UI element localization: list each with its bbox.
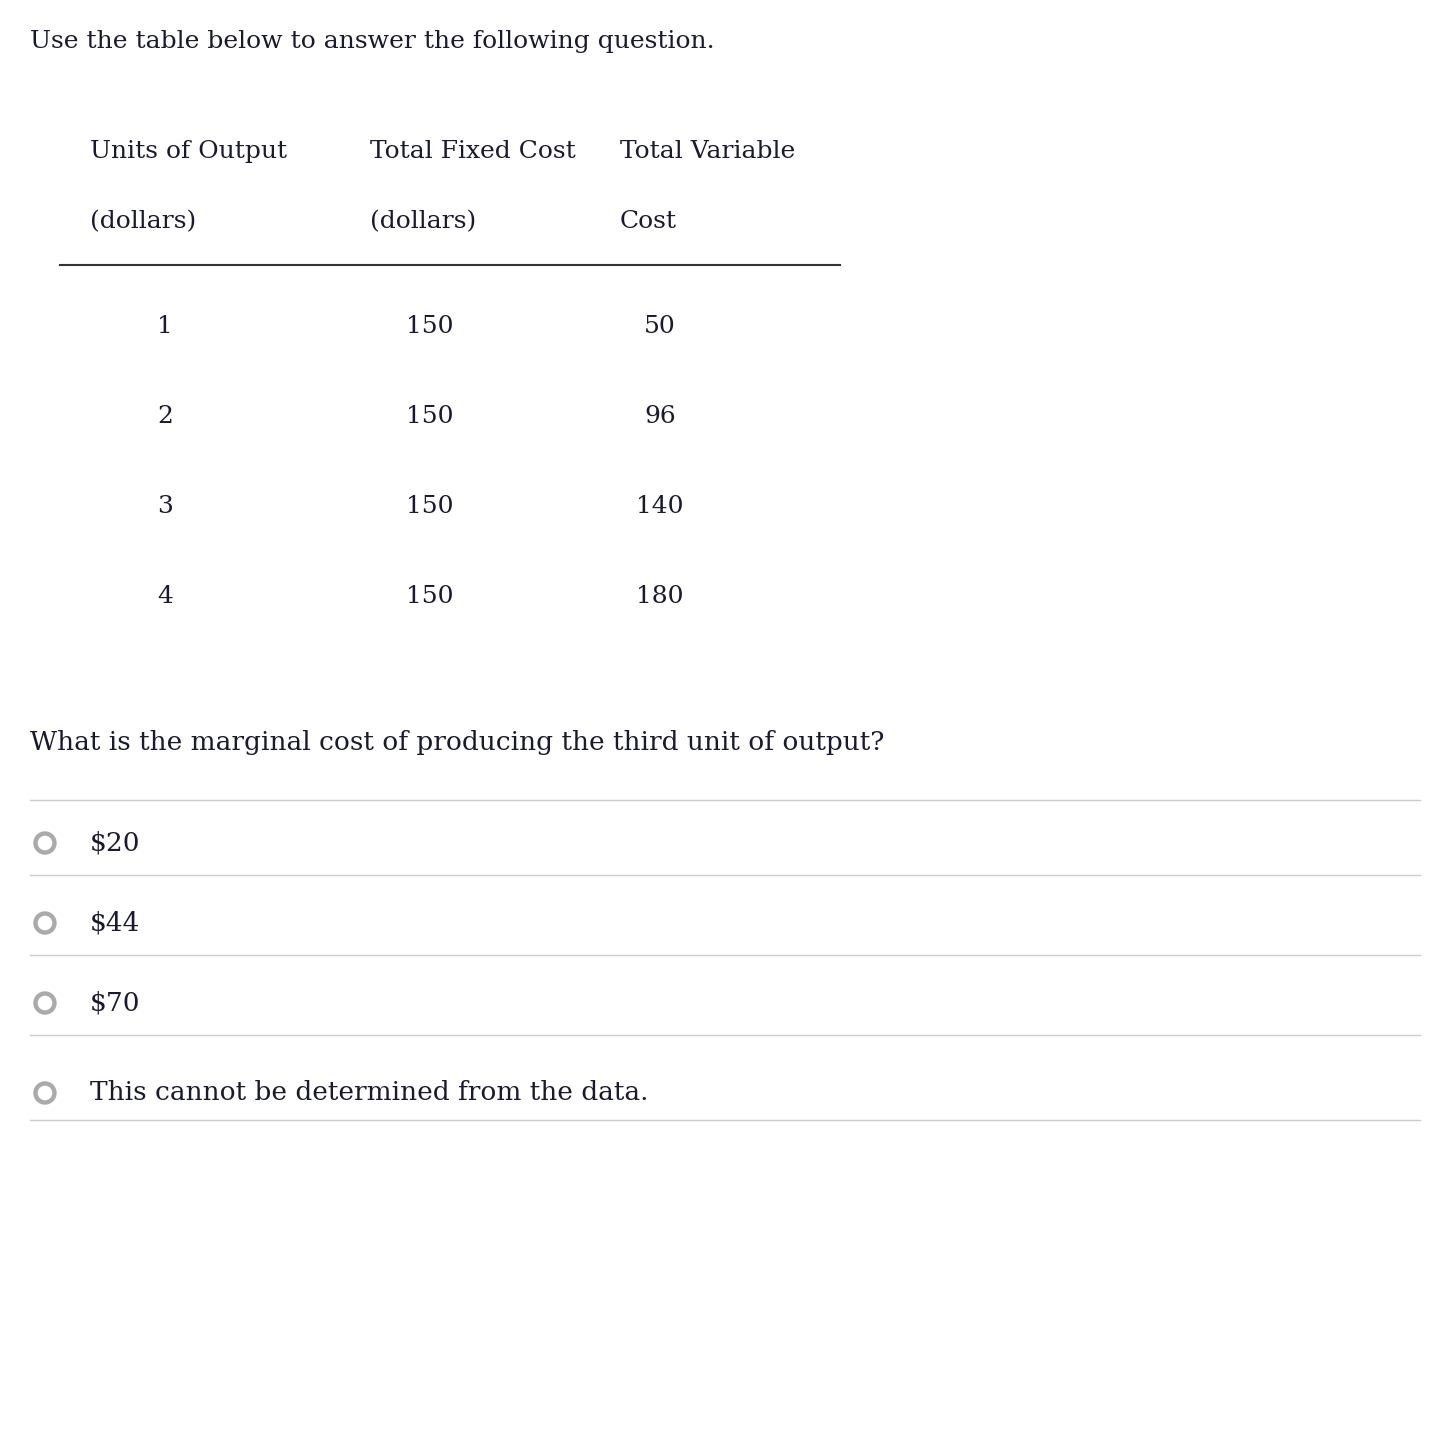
Text: $44: $44 <box>90 909 141 935</box>
Text: 1: 1 <box>157 315 173 338</box>
Text: Total Fixed Cost: Total Fixed Cost <box>370 140 576 163</box>
Text: 150: 150 <box>406 495 454 518</box>
Text: 150: 150 <box>406 586 454 609</box>
Text: 150: 150 <box>406 405 454 428</box>
Text: Units of Output: Units of Output <box>90 140 287 163</box>
Circle shape <box>33 992 57 1014</box>
Circle shape <box>33 1083 57 1104</box>
Text: What is the marginal cost of producing the third unit of output?: What is the marginal cost of producing t… <box>30 730 884 755</box>
Text: 3: 3 <box>157 495 173 518</box>
Circle shape <box>38 836 52 849</box>
Text: This cannot be determined from the data.: This cannot be determined from the data. <box>90 1080 648 1106</box>
Text: $20: $20 <box>90 831 141 855</box>
Text: 150: 150 <box>406 315 454 338</box>
Text: 140: 140 <box>637 495 684 518</box>
Text: Use the table below to answer the following question.: Use the table below to answer the follow… <box>30 30 715 53</box>
Text: 2: 2 <box>157 405 173 428</box>
Text: $70: $70 <box>90 990 141 1015</box>
Text: 96: 96 <box>644 405 676 428</box>
Circle shape <box>33 832 57 853</box>
Text: Cost: Cost <box>621 211 677 233</box>
Text: 180: 180 <box>637 586 684 609</box>
Text: (dollars): (dollars) <box>370 211 476 233</box>
Text: Total Variable: Total Variable <box>621 140 795 163</box>
Text: 4: 4 <box>157 586 173 609</box>
Text: (dollars): (dollars) <box>90 211 196 233</box>
Text: 50: 50 <box>644 315 676 338</box>
Circle shape <box>38 997 52 1010</box>
Circle shape <box>38 1087 52 1100</box>
Circle shape <box>33 912 57 934</box>
Circle shape <box>38 916 52 929</box>
